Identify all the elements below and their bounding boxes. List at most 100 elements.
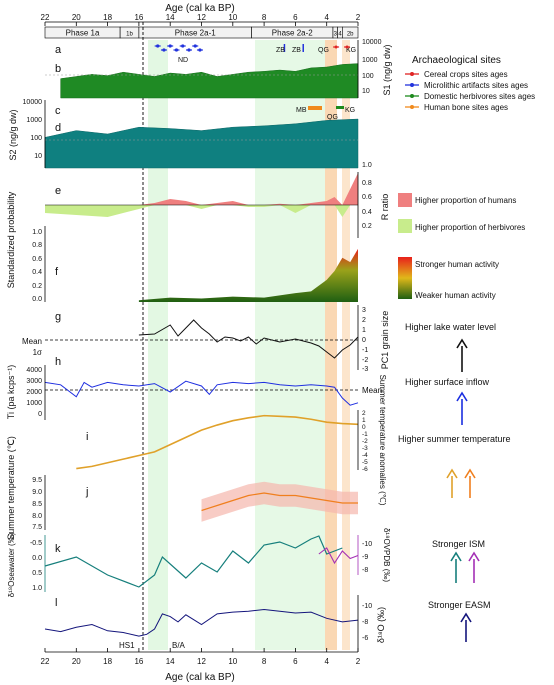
panel-i: i — [76, 414, 359, 470]
bottom-tick-label: 20 — [72, 657, 81, 666]
d18o-tick-m6: -6 — [362, 635, 368, 642]
vpdb-axis: -10 -9 -8 δ¹⁸OVPDB (‰) — [357, 528, 391, 582]
arrow-ism-1-head — [450, 551, 462, 562]
top-tick-label: 18 — [103, 13, 112, 22]
panel-d: d — [44, 118, 359, 169]
legend-site-dot — [410, 72, 414, 76]
arrow-ism-label: Stronger ISM — [432, 539, 485, 549]
herbivore-marker — [336, 106, 344, 109]
activity-area — [138, 248, 358, 302]
panel-a: a ND ZB ZB QG KG — [55, 44, 356, 64]
arrow-temp-label: Higher summer temperature — [398, 434, 511, 444]
ti-tick-0: 0 — [38, 411, 42, 418]
microlithic-dot — [181, 44, 185, 48]
panel-letter-c: c — [55, 105, 61, 117]
sta-tick: 2 — [362, 410, 366, 417]
r-label: R ratio — [380, 194, 390, 221]
pc1-label: PC1 grain size — [380, 311, 390, 370]
top-tick-label: 22 — [41, 13, 50, 22]
event-ba: B/A — [172, 641, 186, 650]
legend-swatch-herbivores — [398, 219, 412, 233]
ti-tick-4000: 4000 — [26, 367, 42, 374]
green-band-1 — [148, 40, 168, 650]
sta-tick: -2 — [362, 438, 368, 445]
top-tick-labels: 22 20 18 16 14 12 10 8 6 4 2 — [41, 13, 361, 26]
panel-letter-l: l — [55, 597, 57, 609]
bottom-tick-labels: 22 20 18 16 14 12 10 8 6 4 2 — [41, 648, 361, 666]
top-axis-label: Age (cal ka BP) — [165, 3, 234, 14]
ti-line — [44, 380, 359, 406]
legend-site-label: Human bone sites ages — [424, 103, 508, 112]
legend-site-dot — [410, 94, 414, 98]
pc1-tick-2: 2 — [362, 317, 366, 324]
r-axis: 0.8 0.6 0.4 0.2 R ratio — [357, 172, 390, 238]
bottom-tick-label: 10 — [228, 657, 237, 666]
s2-area — [44, 118, 359, 169]
site-label-mb: MB — [296, 107, 307, 114]
r-tick-04: 0.4 — [362, 209, 372, 216]
legend-arrows: Higher lake water level Higher surface i… — [398, 322, 511, 642]
legend-swatch-humans — [398, 193, 412, 207]
sta-tick: 0 — [362, 424, 366, 431]
ti-mean-label: Mean — [362, 386, 382, 395]
s1-axis: 10000 1000 100 10 S1 (ng/g dw) — [357, 39, 392, 98]
vpdb-label: δ¹⁸OVPDB (‰) — [382, 528, 391, 582]
microlithic-dot — [168, 44, 172, 48]
s2-label: S2 (ng/g dw) — [8, 109, 18, 160]
bottom-tick-label: 4 — [324, 657, 329, 666]
legend-site-label: Microlithic artifacts sites ages — [424, 81, 528, 90]
arrow-inflow-label: Higher surface inflow — [405, 377, 490, 387]
st-tick-80: 8.0 — [32, 513, 42, 520]
vpdb-tick-m9: -9 — [362, 554, 368, 561]
sw-tick-05: 0.5 — [32, 570, 42, 577]
site-label-kg: KG — [346, 47, 356, 54]
d18o-tick-m10: -10 — [362, 603, 372, 610]
panel-letter-k: k — [55, 543, 61, 555]
pc1-axis: 3 2 1 0 -1 -2 -3 PC1 grain size — [357, 305, 390, 373]
sw-tick-00: 0.0 — [32, 555, 42, 562]
st-axis: 9.5 9.0 8.5 8.0 7.5 Summer temperature (… — [6, 436, 46, 540]
sw-line — [44, 535, 343, 588]
human-bone-marker — [308, 106, 322, 110]
ti-label: Ti (pa kcps⁻¹) — [6, 365, 16, 419]
sp-label: Standardized probability — [6, 191, 16, 288]
legend-site-dot — [410, 105, 414, 109]
sta-line — [76, 414, 359, 470]
s1-area — [60, 63, 359, 99]
pc1-tick-m1: -1 — [362, 347, 368, 354]
s2-tick-10000: 10000 — [23, 99, 43, 106]
panel-l: l HS1 B/A — [44, 597, 359, 650]
panel-k: k — [44, 535, 359, 588]
sp-tick-06: 0.6 — [32, 256, 42, 263]
pc1-tick-m2: -2 — [362, 357, 368, 364]
s1-tick-10000: 10000 — [362, 39, 382, 46]
s2-tick-10: 10 — [34, 153, 42, 160]
top-tick-label: 6 — [293, 13, 298, 22]
st-tick-95: 9.5 — [32, 477, 42, 484]
d18o-line — [44, 608, 359, 637]
panel-letter-f: f — [55, 266, 59, 278]
cereal-dot — [334, 45, 338, 49]
site-label-zb2: ZB — [292, 47, 301, 54]
sp-tick-10: 1.0 — [32, 229, 42, 236]
sta-tick: 1 — [362, 417, 366, 424]
ti-tick-1000: 1000 — [26, 400, 42, 407]
s1-tick-10: 10 — [362, 88, 370, 95]
st-label: Summer temperature (℃) — [6, 436, 16, 540]
phase-label: Phase 2a-2 — [272, 29, 313, 38]
sta-label: Summer temperature anomalies (℃) — [378, 375, 387, 506]
arrow-easm-label: Stronger EASM — [428, 600, 491, 610]
pc1-line — [138, 319, 359, 359]
arrow-inflow-head — [456, 391, 468, 402]
panel-letter-d: d — [55, 122, 61, 134]
phase-label: 4 — [338, 32, 342, 38]
sp-axis: 1.0 0.8 0.6 0.4 0.2 0.0 Standardized pro… — [6, 191, 46, 303]
top-tick-label: 16 — [134, 13, 143, 22]
phase-label: 1b — [126, 32, 133, 38]
sta-tick: -5 — [362, 459, 368, 466]
top-tick-label: 8 — [262, 13, 267, 22]
legend-site-label: Domestic herbivores sites ages — [424, 92, 535, 101]
site-label-nd: ND — [178, 57, 188, 64]
panel-h: h Mean — [44, 356, 382, 406]
vpdb-tick-m8: -8 — [362, 567, 368, 574]
